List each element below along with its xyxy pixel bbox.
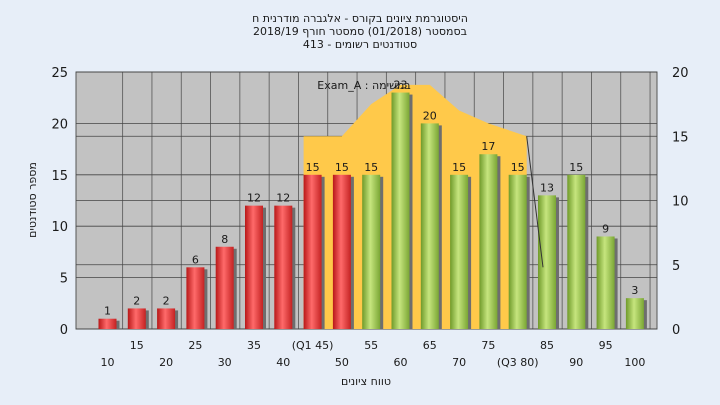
y-tick-left-5: 5 <box>60 272 68 287</box>
value-label-70: 15 <box>452 161 466 174</box>
q3-marker-line <box>526 136 544 268</box>
bar-45 <box>303 174 322 329</box>
bar-30 <box>215 246 234 329</box>
bar-55 <box>362 174 381 329</box>
x-tick-65: 65 <box>423 339 437 352</box>
y-tick-left-0: 0 <box>60 323 68 338</box>
chart-title: היסטוגרמת ציונים בקורס - אלגברה מודרנית … <box>252 12 468 51</box>
value-label-95: 9 <box>602 222 609 235</box>
x-tick-20: 20 <box>159 356 173 369</box>
y-tick-right-5: 5 <box>672 259 680 274</box>
bar-75 <box>479 154 498 329</box>
bar-15 <box>127 308 146 329</box>
bar-95 <box>596 236 615 329</box>
value-label-85: 13 <box>540 181 554 194</box>
bar-85 <box>538 195 556 329</box>
x-tick-15: 15 <box>130 339 144 352</box>
value-label-90: 15 <box>569 161 583 174</box>
y-axis-right: 0 5 10 15 20 <box>672 66 689 338</box>
x-axis-label: טווח ציונים <box>341 375 391 388</box>
y-axis-left: 0 5 10 15 20 25 <box>51 66 68 338</box>
x-tick-30: 30 <box>218 356 232 369</box>
y-tick-right-15: 15 <box>672 130 689 145</box>
value-label-15: 2 <box>133 294 140 307</box>
bar-50 <box>332 174 351 329</box>
x-axis: 10 15 20 25 30 35 40(Q1 45)50 55 60 65 70 75(Q3 80)… <box>101 339 646 369</box>
bar-20 <box>157 308 176 329</box>
x-tick-90: 90 <box>569 356 583 369</box>
x-tick-60: 60 <box>394 356 408 369</box>
value-label-45: 15 <box>306 161 320 174</box>
bar-70 <box>450 174 469 329</box>
title-line-2: בסמסטר (01/2018) סמסטר חורף 2018/19 <box>253 25 467 38</box>
value-label-50: 15 <box>335 161 349 174</box>
x-tick-80: (Q3 80) <box>497 356 539 369</box>
value-label-100: 3 <box>631 284 638 297</box>
value-label-60: 23 <box>394 79 408 92</box>
x-tick-50: 50 <box>335 356 349 369</box>
value-label-25: 6 <box>192 253 199 266</box>
value-label-10: 1 <box>104 305 111 318</box>
x-tick-25: 25 <box>188 339 202 352</box>
value-label-30: 8 <box>221 233 228 246</box>
y-tick-right-20: 20 <box>672 66 689 81</box>
value-label-20: 2 <box>163 294 170 307</box>
bar-60 <box>391 92 410 329</box>
value-label-35: 12 <box>247 192 261 205</box>
x-tick-75: 75 <box>481 339 495 352</box>
value-label-65: 20 <box>423 109 437 122</box>
y-tick-left-15: 15 <box>51 169 68 184</box>
bar-35 <box>245 205 263 329</box>
x-tick-40: 40 <box>276 356 290 369</box>
x-tick-35: 35 <box>247 339 261 352</box>
value-label-40: 12 <box>276 192 290 205</box>
y-axis-label: מספר סטודנטים <box>26 162 39 238</box>
title-line-1: היסטוגרמת ציונים בקורס - אלגברה מודרנית … <box>252 12 468 25</box>
y-tick-left-25: 25 <box>51 66 68 81</box>
value-label-80: 15 <box>511 161 525 174</box>
y-tick-right-10: 10 <box>672 195 689 210</box>
bar-10 <box>98 318 117 329</box>
y-tick-left-20: 20 <box>51 117 68 132</box>
y-tick-right-0: 0 <box>672 323 680 338</box>
x-tick-85: 85 <box>540 339 554 352</box>
bar-80 <box>508 174 527 329</box>
x-tick-100: 100 <box>624 356 645 369</box>
value-label-75: 17 <box>481 140 495 153</box>
x-tick-70: 70 <box>452 356 466 369</box>
bar-65 <box>420 123 439 330</box>
y-tick-left-10: 10 <box>51 220 68 235</box>
x-tick-45: (Q1 45) <box>292 339 334 352</box>
bar-25 <box>186 267 205 329</box>
x-tick-95: 95 <box>599 339 613 352</box>
x-tick-10: 10 <box>101 356 115 369</box>
bar-40 <box>274 205 293 329</box>
bar-90 <box>567 174 586 329</box>
bar-100 <box>625 298 644 329</box>
title-line-3: סטודנטים רשומים - 413 <box>303 38 417 51</box>
value-label-55: 15 <box>364 161 378 174</box>
x-tick-55: 55 <box>364 339 378 352</box>
bars <box>98 92 647 330</box>
annotation-label: במשימה : Exam_A <box>317 79 410 92</box>
